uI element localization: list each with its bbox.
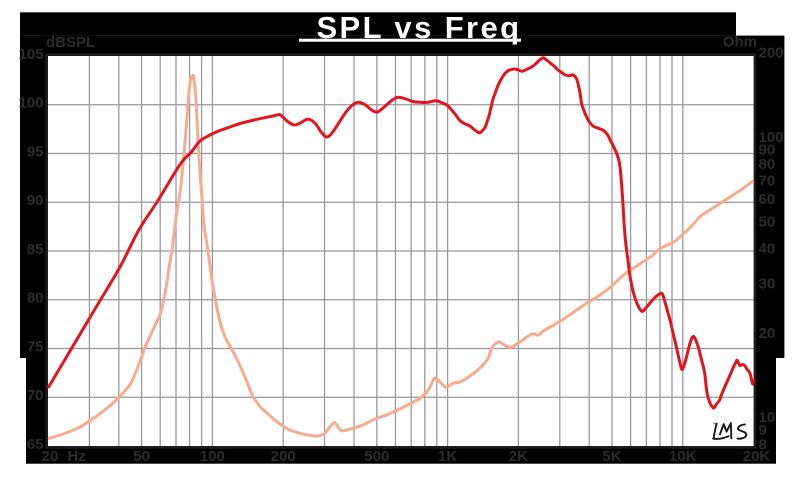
svg-text:70: 70 xyxy=(27,387,44,404)
svg-text:5K: 5K xyxy=(602,448,621,465)
svg-text:65: 65 xyxy=(27,436,44,453)
svg-text:20: 20 xyxy=(759,325,776,342)
svg-text:60: 60 xyxy=(759,191,776,208)
svg-text:10: 10 xyxy=(759,409,776,426)
svg-text:500: 500 xyxy=(364,448,389,465)
svg-text:90: 90 xyxy=(27,192,44,209)
svg-text:95: 95 xyxy=(27,143,44,160)
svg-text:20K: 20K xyxy=(743,448,771,465)
svg-text:75: 75 xyxy=(27,338,44,355)
svg-text:Hz: Hz xyxy=(67,448,85,465)
svg-text:70: 70 xyxy=(759,172,776,189)
svg-text:200: 200 xyxy=(759,45,784,62)
svg-text:9: 9 xyxy=(759,422,767,439)
svg-text:Ohm: Ohm xyxy=(723,34,757,51)
svg-text:80: 80 xyxy=(759,156,776,173)
svg-text:dBSPL: dBSPL xyxy=(46,34,95,51)
svg-text:8: 8 xyxy=(759,436,767,453)
svg-text:100: 100 xyxy=(759,129,784,146)
svg-text:100: 100 xyxy=(18,95,43,112)
svg-text:20: 20 xyxy=(42,448,59,465)
svg-text:90: 90 xyxy=(759,142,776,159)
svg-text:105: 105 xyxy=(18,46,43,63)
svg-text:100: 100 xyxy=(200,448,225,465)
svg-text:80: 80 xyxy=(27,290,44,307)
svg-text:1K: 1K xyxy=(438,448,457,465)
svg-text:50: 50 xyxy=(759,213,776,230)
svg-text:40: 40 xyxy=(759,240,776,257)
svg-text:50: 50 xyxy=(133,448,150,465)
svg-text:30: 30 xyxy=(759,276,776,293)
svg-text:200: 200 xyxy=(271,448,296,465)
svg-text:2K: 2K xyxy=(509,448,528,465)
svg-text:10K: 10K xyxy=(669,448,697,465)
svg-text:85: 85 xyxy=(27,241,44,258)
